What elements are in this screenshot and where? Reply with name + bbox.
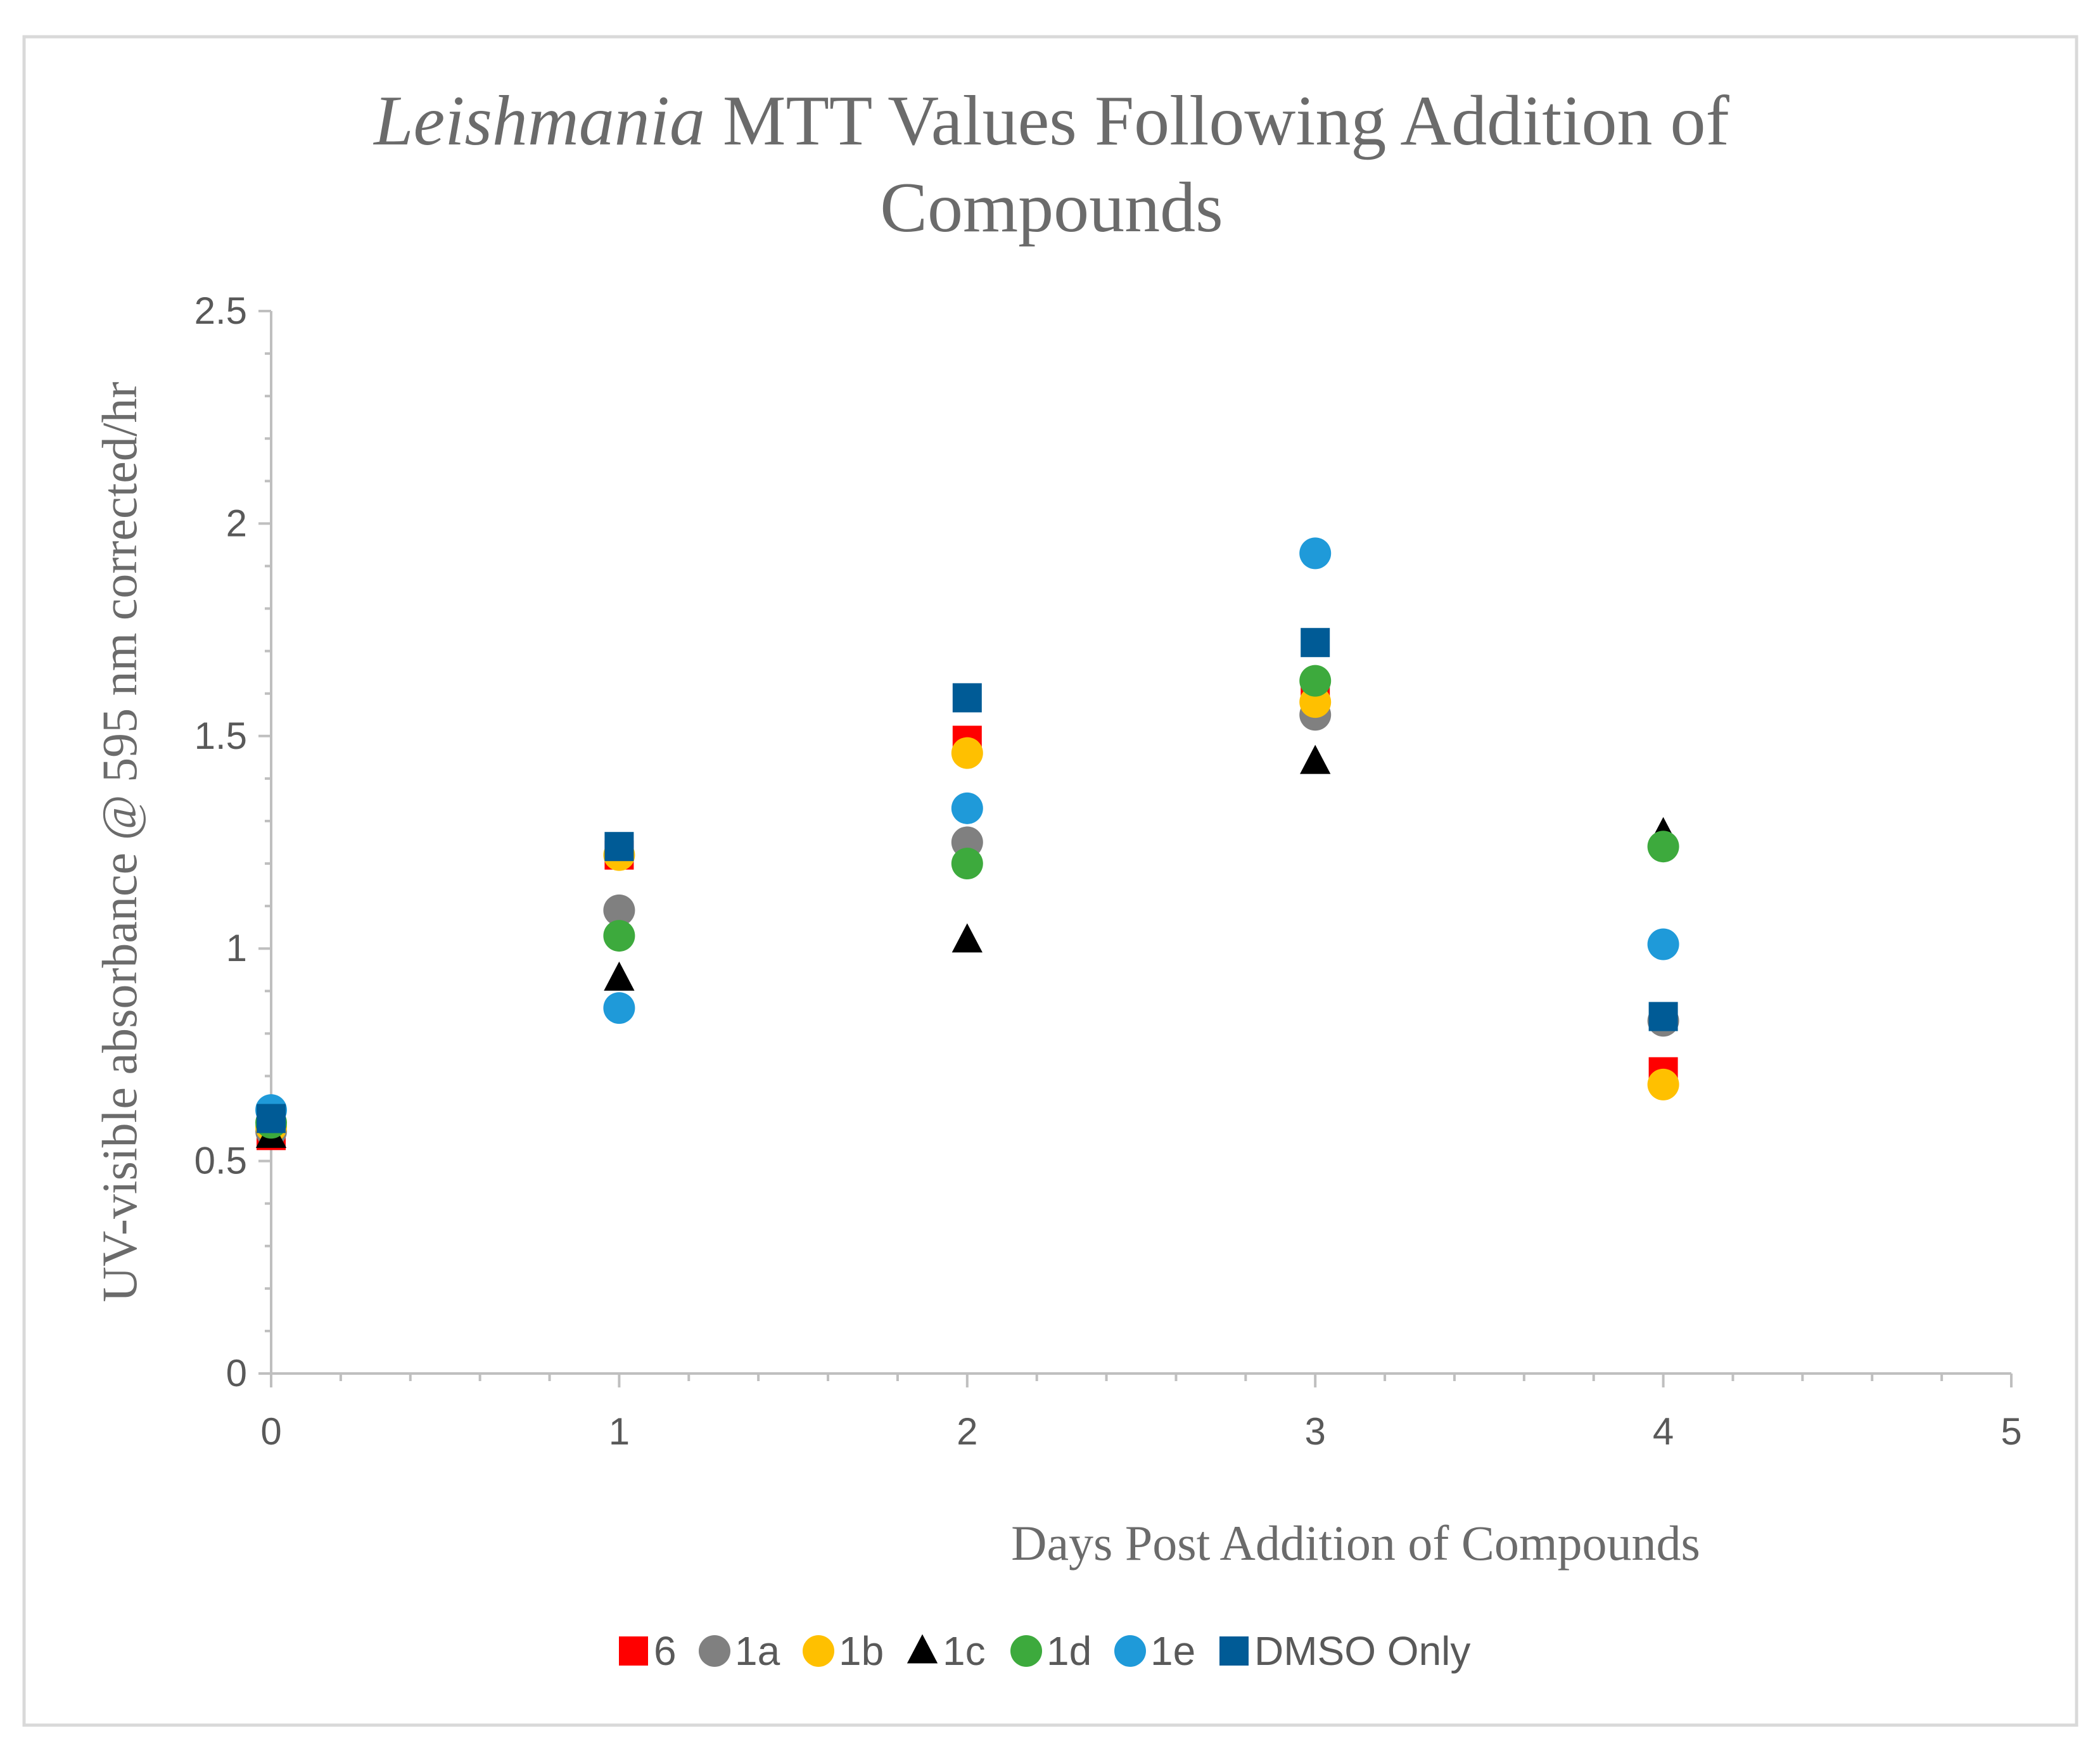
data-point-1c bbox=[1300, 744, 1331, 774]
data-point-1e bbox=[1647, 928, 1679, 960]
x-tick-label: 0 bbox=[260, 1410, 281, 1453]
axes bbox=[270, 311, 2011, 1375]
legend-marker-dmso-only bbox=[1219, 1636, 1249, 1666]
y-tick-label: 2.5 bbox=[194, 290, 247, 332]
legend-label-dmso-only: DMSO Only bbox=[1254, 1628, 1470, 1674]
x-tick-label: 2 bbox=[957, 1410, 977, 1453]
data-point-1c bbox=[951, 923, 983, 953]
y-axis-title: UV-visible absorbance @ 595 nm corrected… bbox=[92, 381, 147, 1302]
legend-label-1a: 1a bbox=[735, 1628, 780, 1674]
legend-marker-1a bbox=[699, 1635, 730, 1667]
chart-title-rest: MTT Values Following Addition of bbox=[705, 82, 1730, 160]
x-ticks: 0 1 2 3 4 5 bbox=[260, 1374, 2022, 1453]
data-points bbox=[255, 537, 1679, 1151]
data-point-dmso-only bbox=[952, 683, 982, 713]
legend-label-1b: 1b bbox=[839, 1628, 884, 1674]
x-axis-title: Days Post Addition of Compounds bbox=[1011, 1515, 1700, 1571]
legend-marker-6 bbox=[619, 1636, 648, 1666]
legend-marker-1d bbox=[1010, 1635, 1042, 1667]
x-tick-label: 3 bbox=[1305, 1410, 1326, 1453]
y-tick-label: 0 bbox=[226, 1352, 247, 1394]
data-point-1d bbox=[1299, 665, 1332, 697]
data-point-dmso-only bbox=[1301, 628, 1330, 658]
data-point-1d bbox=[951, 848, 983, 880]
data-point-1e bbox=[951, 792, 983, 824]
x-tick-label: 5 bbox=[2001, 1410, 2021, 1453]
data-point-1d bbox=[1647, 831, 1679, 863]
x-tick-label: 4 bbox=[1653, 1410, 1674, 1453]
data-point-dmso-only bbox=[604, 832, 634, 862]
legend-label-6: 6 bbox=[654, 1628, 677, 1674]
legend-marker-1e bbox=[1114, 1635, 1146, 1667]
legend-label-1c: 1c bbox=[943, 1628, 986, 1674]
data-point-1a bbox=[603, 894, 635, 926]
data-point-1b bbox=[951, 737, 983, 769]
y-tick-label: 1.5 bbox=[194, 715, 247, 757]
chart-title-italic: Leishmania bbox=[372, 82, 705, 160]
legend-marker-1c bbox=[907, 1634, 938, 1664]
data-point-1b bbox=[1647, 1068, 1679, 1100]
data-point-1d bbox=[603, 920, 635, 952]
y-tick-label: 1 bbox=[226, 927, 247, 969]
chart-border bbox=[22, 35, 2078, 1727]
y-tick-label: 0.5 bbox=[194, 1140, 247, 1182]
chart-title-line1: Leishmania MTT Values Following Addition… bbox=[372, 82, 1729, 160]
y-ticks: 0 0.5 1 1.5 2 2.5 bbox=[194, 290, 271, 1394]
y-tick-label: 2 bbox=[226, 502, 247, 544]
data-point-dmso-only bbox=[257, 1104, 286, 1133]
legend-label-1d: 1d bbox=[1047, 1628, 1091, 1674]
legend: 6 1a 1b 1c 1d 1e DMSO Only bbox=[619, 1628, 1470, 1674]
data-point-1e bbox=[1299, 537, 1332, 570]
x-tick-label: 1 bbox=[609, 1410, 630, 1453]
data-point-dmso-only bbox=[1648, 1002, 1678, 1031]
data-point-1e bbox=[603, 992, 635, 1024]
chart-title-line2: Compounds bbox=[880, 169, 1223, 247]
data-point-1c bbox=[604, 961, 635, 991]
legend-label-1e: 1e bbox=[1150, 1628, 1195, 1674]
legend-marker-1b bbox=[803, 1635, 834, 1667]
